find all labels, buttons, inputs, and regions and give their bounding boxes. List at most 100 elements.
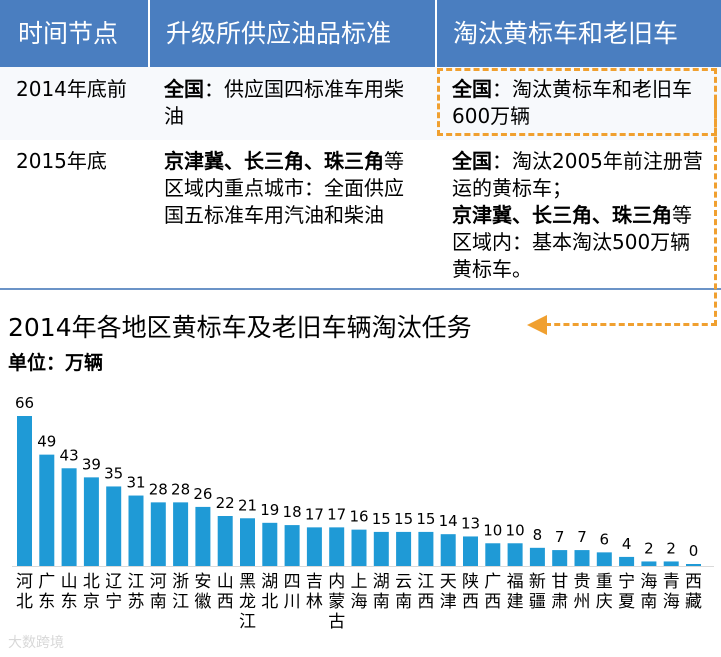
- row-fuel: 全国：供应国四标准车用柴油: [164, 76, 419, 130]
- category-label: 四: [284, 572, 301, 592]
- category-label: 州: [574, 592, 591, 612]
- bar-四川: [284, 525, 300, 566]
- data-label: 15: [416, 510, 435, 528]
- category-label: 南: [373, 592, 390, 612]
- category-label: 南: [150, 592, 167, 612]
- bar-chart: 66河北49广东43山东39北京35辽宁31江苏28河南28浙江26安徽22山西…: [12, 394, 714, 632]
- category-label: 东: [38, 592, 55, 612]
- category-label: 黑: [239, 572, 256, 592]
- category-label: 西: [217, 592, 234, 612]
- row-elim-text: ：淘汰黄标车和老旧车600万辆: [452, 77, 692, 128]
- category-label: 宁: [618, 572, 635, 592]
- callout-arrow-icon: [527, 315, 547, 335]
- callout-line-vertical: [714, 100, 717, 326]
- category-label: 福: [507, 572, 524, 592]
- data-label: 26: [193, 485, 212, 503]
- category-label: 古: [328, 612, 345, 632]
- data-label: 10: [506, 521, 525, 539]
- bar-内蒙古: [329, 527, 345, 566]
- category-label: 河: [150, 572, 167, 592]
- bar-北京: [83, 477, 99, 566]
- row-fuel: 京津冀、长三角、珠三角等区域内重点城市：全面供应国五标准车用汽油和柴油: [164, 148, 419, 229]
- category-label: 海: [663, 592, 680, 612]
- category-label: 广: [484, 572, 501, 592]
- category-label: 藏: [685, 592, 702, 612]
- category-label: 北: [16, 592, 33, 612]
- data-label: 7: [577, 528, 587, 546]
- category-label: 建: [507, 592, 524, 612]
- data-label: 10: [483, 521, 502, 539]
- bar-甘肃: [552, 550, 568, 566]
- data-label: 0: [689, 542, 699, 560]
- row-fuel-text: ：供应国四标准车用柴油: [164, 77, 404, 128]
- data-label: 7: [555, 528, 565, 546]
- category-label: 西: [484, 592, 501, 612]
- bar-新疆: [529, 547, 545, 566]
- data-label: 39: [82, 455, 101, 473]
- row-fuel-text: 等区域内重点城市：全面供应国五标准车用汽油和柴油: [164, 149, 404, 227]
- category-label: 西: [417, 592, 434, 612]
- data-label: 18: [283, 503, 302, 521]
- category-label: 海: [351, 592, 368, 612]
- category-label: 林: [306, 592, 323, 612]
- bar-西藏: [686, 564, 701, 566]
- row-elimination: 全国：淘汰2005年前注册营运的黄标车； 京津冀、长三角、珠三角等区域内：基本淘汰…: [452, 148, 707, 283]
- bar-重庆: [596, 552, 612, 566]
- category-label: 龙: [239, 592, 256, 612]
- category-label: 重: [596, 572, 613, 592]
- bar-山西: [217, 516, 233, 566]
- category-label: 宁: [105, 592, 122, 612]
- category-label: 湖: [373, 572, 390, 592]
- bar-海南: [641, 561, 657, 566]
- category-label: 河: [16, 572, 33, 592]
- header-time: 时间节点: [0, 0, 148, 67]
- bar-辽宁: [106, 486, 122, 566]
- data-label: 17: [327, 505, 346, 523]
- category-label: 海: [640, 572, 657, 592]
- table-row: 2014年底前 全国：供应国四标准车用柴油 全国：淘汰黄标车和老旧车600万辆: [0, 67, 721, 140]
- bar-江西: [418, 531, 434, 566]
- data-label: 28: [149, 480, 168, 498]
- category-label: 安: [194, 572, 211, 592]
- data-label: 15: [372, 510, 391, 528]
- category-label: 南: [640, 592, 657, 612]
- category-label: 辽: [105, 572, 122, 592]
- header-fuel: 升级所供应油品标准: [148, 0, 435, 67]
- data-label: 4: [622, 535, 632, 553]
- data-label: 22: [216, 494, 235, 512]
- category-label: 贵: [574, 572, 591, 592]
- category-label: 云: [395, 572, 412, 592]
- category-label: 南: [395, 592, 412, 612]
- category-label: 肃: [551, 592, 568, 612]
- data-label: 49: [37, 433, 56, 451]
- bar-福建: [507, 543, 523, 566]
- category-label: 陕: [462, 572, 479, 592]
- bar-广东: [39, 454, 55, 566]
- bar-上海: [351, 529, 367, 566]
- table-bottom-border: [0, 288, 721, 290]
- bar-安徽: [195, 506, 211, 566]
- category-label: 蒙: [328, 592, 345, 612]
- row-elimination: 全国：淘汰黄标车和老旧车600万辆: [452, 76, 707, 130]
- bar-黑龙江: [240, 518, 255, 566]
- bar-山东: [61, 468, 77, 566]
- category-label: 北: [83, 572, 100, 592]
- category-label: 吉: [306, 572, 323, 592]
- data-label: 35: [104, 464, 123, 482]
- category-label: 京: [83, 592, 100, 612]
- category-label: 甘: [551, 572, 568, 592]
- category-label: 上: [351, 572, 368, 592]
- data-label: 66: [15, 394, 34, 412]
- bar-湖北: [262, 522, 278, 566]
- data-label: 13: [461, 514, 480, 532]
- chart-title: 2014年各地区黄标车及老旧车辆淘汰任务: [8, 313, 472, 342]
- category-label: 东: [61, 592, 78, 612]
- bar-河南: [150, 502, 166, 566]
- category-label: 江: [128, 572, 145, 592]
- category-label: 西: [685, 572, 702, 592]
- bar-江苏: [128, 495, 144, 566]
- header-elimination: 淘汰黄标车和老旧车: [435, 0, 721, 67]
- row-elim-bold-2: 京津冀、长三角、珠三角: [452, 203, 672, 227]
- category-label: 徽: [194, 592, 211, 612]
- bar-云南: [396, 531, 412, 566]
